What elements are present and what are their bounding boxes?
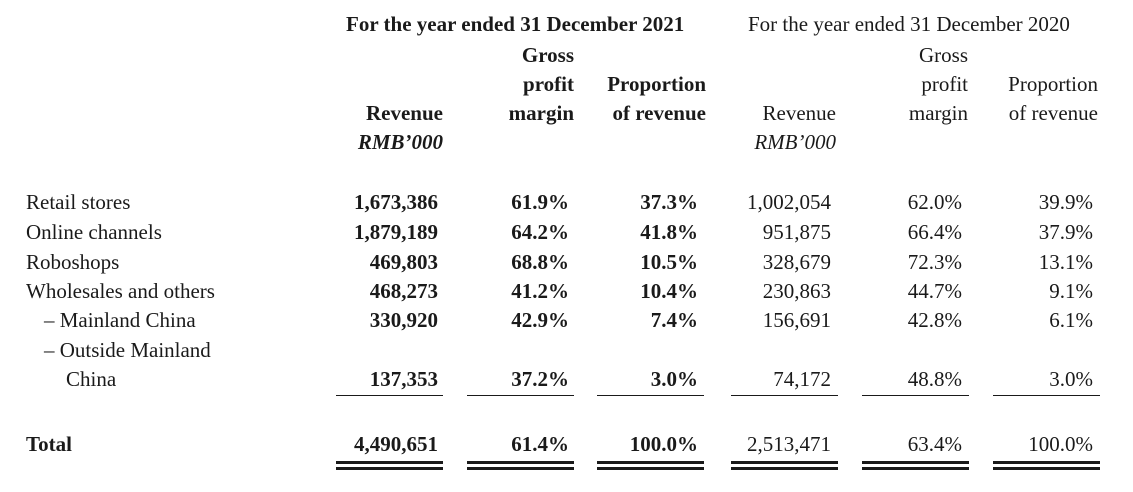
- subtotal-rule: [336, 395, 443, 396]
- total-double-rule: [862, 467, 969, 470]
- total-gpm-2020: 63.4%: [907, 432, 962, 456]
- prop-2020-cell: 13.1%: [1038, 250, 1093, 274]
- gpm-2021-cell: 42.9%: [511, 308, 569, 332]
- revenue-2020-cell: 74,172: [773, 367, 831, 391]
- revenue-2021-cell: 330,920: [369, 308, 438, 332]
- gpm-2020-cell: 42.8%: [907, 308, 962, 332]
- total-double-rule: [467, 461, 574, 464]
- total-double-rule: [731, 461, 838, 464]
- prop-2021-cell: 10.4%: [640, 279, 698, 303]
- gpm-2020-cell: 62.0%: [907, 190, 962, 214]
- total-double-rule: [467, 467, 574, 470]
- row-label-continued: China: [66, 367, 117, 391]
- revenue-2020-cell: 230,863: [762, 279, 831, 303]
- total-gpm-2021: 61.4%: [511, 432, 569, 456]
- prop-2021-cell: 37.3%: [640, 190, 698, 214]
- revenue-2021-cell: 137,353: [369, 367, 438, 391]
- prop-2020-cell: 9.1%: [1049, 279, 1093, 303]
- prop-2021-cell: 10.5%: [640, 250, 698, 274]
- gpm-2021-cell: 61.9%: [511, 190, 569, 214]
- total-prop-2020: 100.0%: [1028, 432, 1093, 456]
- revenue-2021-cell: 1,879,189: [354, 220, 438, 244]
- row-label: Roboshops: [26, 250, 120, 274]
- gpm-2021-header-2: profit: [523, 72, 574, 96]
- revenue-2020-cell: 328,679: [762, 250, 831, 274]
- gpm-2021-header-1: Gross: [521, 43, 574, 67]
- total-revenue-2021: 4,490,651: [354, 432, 438, 456]
- total-double-rule: [731, 467, 838, 470]
- unit-2020-header: RMB’000: [754, 130, 836, 154]
- gpm-2020-header-1: Gross: [918, 43, 968, 67]
- row-label: Wholesales and others: [26, 279, 215, 303]
- total-double-rule: [597, 461, 704, 464]
- prop-2021-cell: 3.0%: [650, 367, 698, 391]
- revenue-2021-cell: 468,273: [369, 279, 438, 303]
- subtotal-rule: [731, 395, 838, 396]
- gpm-2020-header-2: profit: [921, 72, 968, 96]
- total-double-rule: [597, 467, 704, 470]
- prop-2020-header-1: Proportion: [1008, 72, 1098, 96]
- prop-2021-header-1: Proportion: [607, 72, 706, 96]
- gpm-2020-cell: 72.3%: [907, 250, 962, 274]
- prop-2021-cell: 7.4%: [650, 308, 698, 332]
- revenue-2020-cell: 951,875: [762, 220, 831, 244]
- revenue-2020-header: Revenue: [762, 101, 836, 125]
- gpm-2020-cell: 66.4%: [907, 220, 962, 244]
- gpm-2020-header-3: margin: [908, 101, 968, 125]
- row-label: – Outside Mainland: [44, 338, 211, 362]
- total-double-rule: [336, 461, 443, 464]
- subtotal-rule: [467, 395, 574, 396]
- total-double-rule: [862, 461, 969, 464]
- prop-2020-cell: 39.9%: [1038, 190, 1093, 214]
- period-2020-header: For the year ended 31 December 2020: [748, 12, 1070, 36]
- row-label: – Mainland China: [44, 308, 196, 332]
- prop-2020-cell: 37.9%: [1038, 220, 1093, 244]
- revenue-2020-cell: 156,691: [762, 308, 831, 332]
- total-revenue-2020: 2,513,471: [747, 432, 831, 456]
- gpm-2021-cell: 41.2%: [511, 279, 569, 303]
- period-2021-header: For the year ended 31 December 2021: [346, 12, 685, 36]
- prop-2021-cell: 41.8%: [640, 220, 698, 244]
- gpm-2020-cell: 44.7%: [907, 279, 962, 303]
- revenue-2021-header: Revenue: [366, 101, 443, 125]
- revenue-2021-cell: 1,673,386: [354, 190, 438, 214]
- subtotal-rule: [862, 395, 969, 396]
- gpm-2021-header-3: margin: [508, 101, 574, 125]
- prop-2021-header-2: of revenue: [612, 101, 706, 125]
- gpm-2021-cell: 37.2%: [511, 367, 569, 391]
- gpm-2020-cell: 48.8%: [907, 367, 962, 391]
- prop-2020-cell: 3.0%: [1049, 367, 1093, 391]
- prop-2020-cell: 6.1%: [1049, 308, 1093, 332]
- total-double-rule: [336, 467, 443, 470]
- total-double-rule: [993, 461, 1100, 464]
- row-label: Online channels: [26, 220, 162, 244]
- prop-2020-header-2: of revenue: [1008, 101, 1098, 125]
- revenue-2020-cell: 1,002,054: [747, 190, 831, 214]
- total-double-rule: [993, 467, 1100, 470]
- subtotal-rule: [993, 395, 1100, 396]
- row-label: Retail stores: [26, 190, 131, 214]
- revenue-2021-cell: 469,803: [369, 250, 438, 274]
- gpm-2021-cell: 68.8%: [511, 250, 569, 274]
- unit-2021-header: RMB’000: [357, 130, 443, 154]
- total-label: Total: [26, 432, 72, 456]
- gpm-2021-cell: 64.2%: [511, 220, 569, 244]
- total-prop-2021: 100.0%: [629, 432, 698, 456]
- subtotal-rule: [597, 395, 704, 396]
